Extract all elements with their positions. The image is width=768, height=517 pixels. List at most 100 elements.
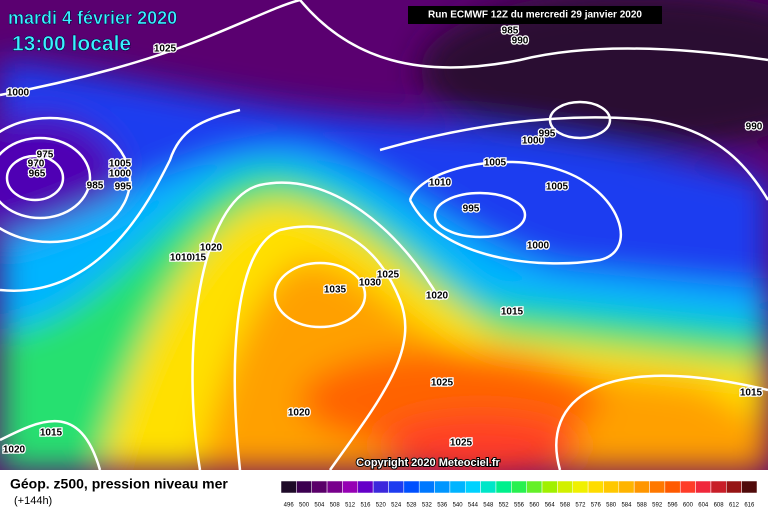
- isobar-label: 990: [512, 36, 529, 47]
- legend-swatch: [449, 480, 466, 494]
- isobar-label: 990: [746, 122, 763, 133]
- run-info: Run ECMWF 12Z du mercredi 29 janvier 202…: [428, 10, 642, 21]
- legend-swatch: [434, 480, 451, 494]
- legend-value: 540: [453, 503, 464, 509]
- map-date: mardi 4 février 2020: [8, 8, 177, 28]
- isobar-label: 1000: [522, 136, 545, 147]
- isobar-label: 1000: [109, 169, 132, 180]
- isobar-label: 1005: [109, 159, 132, 170]
- legend-value: 556: [514, 503, 525, 509]
- legend-value: 568: [560, 503, 571, 509]
- legend-swatch: [296, 480, 312, 494]
- legend-title: Géop. z500, pression niveau mer: [10, 476, 228, 492]
- legend-value: 584: [621, 503, 632, 509]
- lead-time: (+144h): [14, 495, 52, 507]
- legend-value: 560: [529, 503, 540, 509]
- legend-swatch: [526, 480, 543, 494]
- legend-value: 508: [330, 503, 341, 509]
- legend-value: 504: [314, 503, 325, 509]
- isobar-label: 1015: [184, 253, 207, 264]
- isobar-label: 1005: [484, 158, 507, 169]
- isobar-label: 1020: [200, 243, 223, 254]
- legend-swatch: [511, 480, 527, 494]
- legend-swatch: [664, 480, 681, 494]
- legend-value: 564: [545, 503, 556, 509]
- legend-swatch: [311, 480, 328, 494]
- legend-swatch: [326, 480, 343, 494]
- legend-value: 520: [376, 503, 387, 509]
- isobar-label: 995: [115, 182, 132, 193]
- legend-swatch: [603, 480, 620, 494]
- legend-swatch: [388, 480, 405, 494]
- isobar-label: 965: [29, 169, 46, 180]
- isobar-label: 970: [28, 159, 45, 170]
- copyright: Copyright 2020 Meteociel.fr: [356, 457, 500, 469]
- legend-value: 616: [744, 503, 755, 509]
- legend-value: 532: [422, 503, 433, 509]
- isobar-label: 995: [463, 204, 480, 215]
- legend-swatch: [587, 480, 604, 494]
- run-box: [408, 6, 662, 24]
- legend-value: 608: [714, 503, 725, 509]
- isobar-label: 1025: [154, 44, 177, 55]
- isobar-label: 1020: [3, 445, 26, 456]
- legend-swatch: [403, 480, 420, 494]
- isobar-label: 1020: [288, 408, 311, 419]
- isobar-label: 975: [37, 150, 54, 161]
- legend-value: 572: [575, 503, 586, 509]
- isobar-label: 1030: [359, 278, 382, 289]
- legend-value: 500: [299, 503, 310, 509]
- legend-swatch: [695, 480, 712, 494]
- legend-swatch: [280, 480, 297, 494]
- legend-value: 536: [437, 503, 448, 509]
- legend-value: 596: [668, 503, 679, 509]
- legend-swatch: [649, 480, 666, 494]
- legend-value: 528: [407, 503, 418, 509]
- legend-value: 612: [729, 503, 740, 509]
- legend-swatch: [480, 480, 497, 494]
- isobar-label: 1025: [377, 270, 400, 281]
- isobar-label: 1025: [431, 378, 454, 389]
- color-scale: 496 500 504 508 512 516 520 524 528 532 536 540 544 5…: [280, 480, 758, 509]
- legend-swatch: [541, 480, 558, 494]
- isobar-label: 1015: [501, 307, 524, 318]
- legend-swatch: [710, 480, 727, 494]
- legend-swatch: [465, 480, 481, 494]
- legend-swatch: [726, 480, 742, 494]
- legend-value: 548: [483, 503, 494, 509]
- legend-value: 524: [391, 503, 402, 509]
- legend-value: 516: [360, 503, 371, 509]
- legend-swatch: [572, 480, 589, 494]
- legend-value: 544: [468, 503, 479, 509]
- legend-swatch: [618, 480, 635, 494]
- legend-swatch: [357, 480, 374, 494]
- legend-swatch: [633, 480, 650, 494]
- map-field: [0, 0, 768, 475]
- isobar-label: 995: [539, 129, 556, 140]
- isobar-label: 1010: [170, 253, 193, 264]
- legend-value: 580: [606, 503, 617, 509]
- isobars: [0, 0, 768, 471]
- map-time: 13:00 locale: [12, 33, 131, 56]
- isobar-label: 1015: [740, 388, 763, 399]
- legend-swatch: [679, 480, 696, 494]
- legend-value: 576: [591, 503, 602, 509]
- legend-value: 604: [698, 503, 709, 509]
- legend-swatch: [342, 480, 359, 494]
- legend-value: 496: [284, 503, 295, 509]
- isobar-label: 1005: [546, 182, 569, 193]
- legend-swatch: [495, 480, 512, 494]
- legend-value: 512: [345, 503, 356, 509]
- isobar-label: 1035: [324, 285, 347, 296]
- isobar-label: 1010: [429, 178, 452, 189]
- isobar-label: 1020: [426, 291, 449, 302]
- legend-swatch: [372, 480, 389, 494]
- isobar-label: 985: [87, 181, 104, 192]
- legend-swatch: [418, 480, 435, 494]
- legend-swatch: [557, 480, 573, 494]
- legend-value: 552: [499, 503, 510, 509]
- isobar-label: 1025: [450, 438, 473, 449]
- isobar-label: 1015: [40, 428, 63, 439]
